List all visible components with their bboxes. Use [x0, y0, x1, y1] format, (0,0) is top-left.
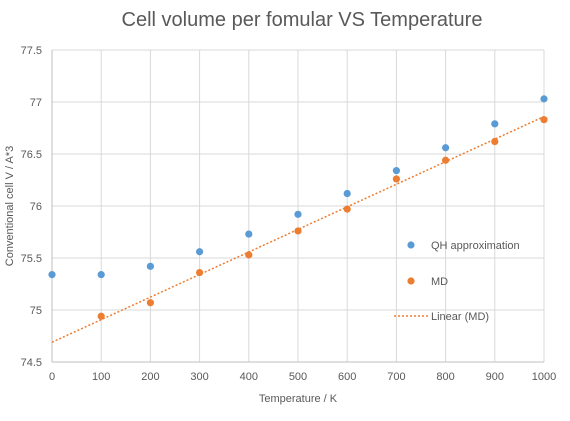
legend-marker-md: [407, 277, 415, 285]
legend-label-linear-md: Linear (MD): [431, 311, 489, 323]
x-tick-label: 500: [289, 371, 307, 383]
point-qh: [442, 144, 450, 152]
x-axis-title: Temperature / K: [259, 393, 338, 405]
point-qh: [196, 248, 204, 256]
point-md: [146, 299, 154, 307]
x-tick-label: 200: [141, 371, 159, 383]
point-qh: [245, 230, 253, 238]
y-tick-label: 77.5: [21, 45, 42, 57]
point-qh: [97, 271, 105, 279]
x-tick-label: 600: [338, 371, 356, 383]
x-tick-label: 1000: [532, 371, 556, 383]
point-qh: [48, 271, 56, 279]
point-qh: [343, 189, 351, 198]
x-tick-label: 700: [387, 371, 405, 383]
legend: QH approximation MD Linear (MD): [394, 240, 520, 323]
point-qh: [491, 120, 499, 128]
point-md: [343, 205, 351, 213]
y-tick-label: 75.5: [21, 253, 42, 265]
y-tick-label: 74.5: [21, 357, 42, 369]
point-md: [245, 251, 253, 259]
point-md: [294, 227, 302, 235]
y-tick-label: 75: [30, 305, 42, 317]
points-layer: [48, 95, 548, 320]
axes: [51, 50, 544, 363]
point-md: [97, 312, 105, 320]
point-md: [491, 137, 499, 146]
x-tick-label: 300: [190, 371, 208, 383]
legend-marker-qh: [407, 241, 415, 249]
point-qh: [146, 262, 154, 270]
x-tick-label: 0: [49, 371, 55, 383]
y-tick-label: 76.5: [21, 149, 42, 161]
tick-labels: 74.5 75 75.5 76 76.5 77 77.5 0 100 200 300 400 500 60…: [21, 45, 557, 383]
legend-label-md: MD: [431, 276, 448, 288]
y-tick-label: 76: [30, 201, 42, 213]
legend-label-qh: QH approximation: [431, 240, 520, 252]
point-md: [540, 116, 548, 124]
point-md: [392, 175, 400, 183]
x-tick-label: 900: [486, 371, 504, 383]
y-axis-title: Conventional cell V / A*3: [4, 146, 16, 266]
point-qh: [294, 210, 302, 218]
chart-title: Cell volume per fomular VS Temperature: [122, 9, 483, 31]
point-qh: [540, 95, 548, 103]
point-md: [196, 268, 204, 277]
x-tick-label: 100: [92, 371, 110, 383]
point-md: [442, 156, 450, 164]
x-tick-label: 400: [240, 371, 258, 383]
point-qh: [392, 167, 400, 175]
x-tick-label: 800: [436, 371, 454, 383]
y-tick-label: 77: [30, 97, 42, 109]
grid: [52, 49, 545, 362]
